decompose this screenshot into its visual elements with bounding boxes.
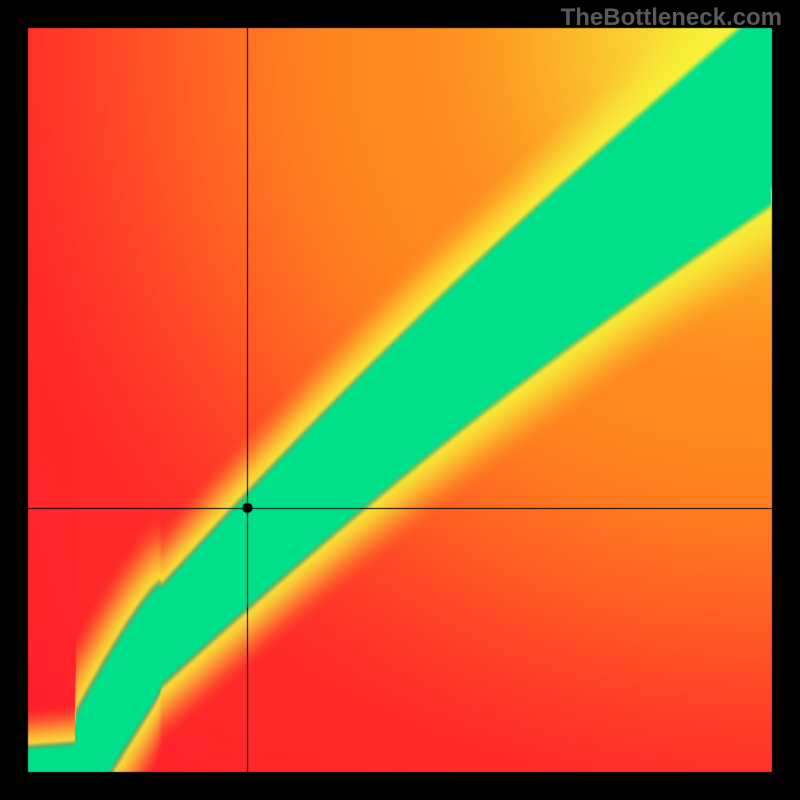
heatmap-canvas — [0, 0, 800, 800]
chart-container: TheBottleneck.com — [0, 0, 800, 800]
